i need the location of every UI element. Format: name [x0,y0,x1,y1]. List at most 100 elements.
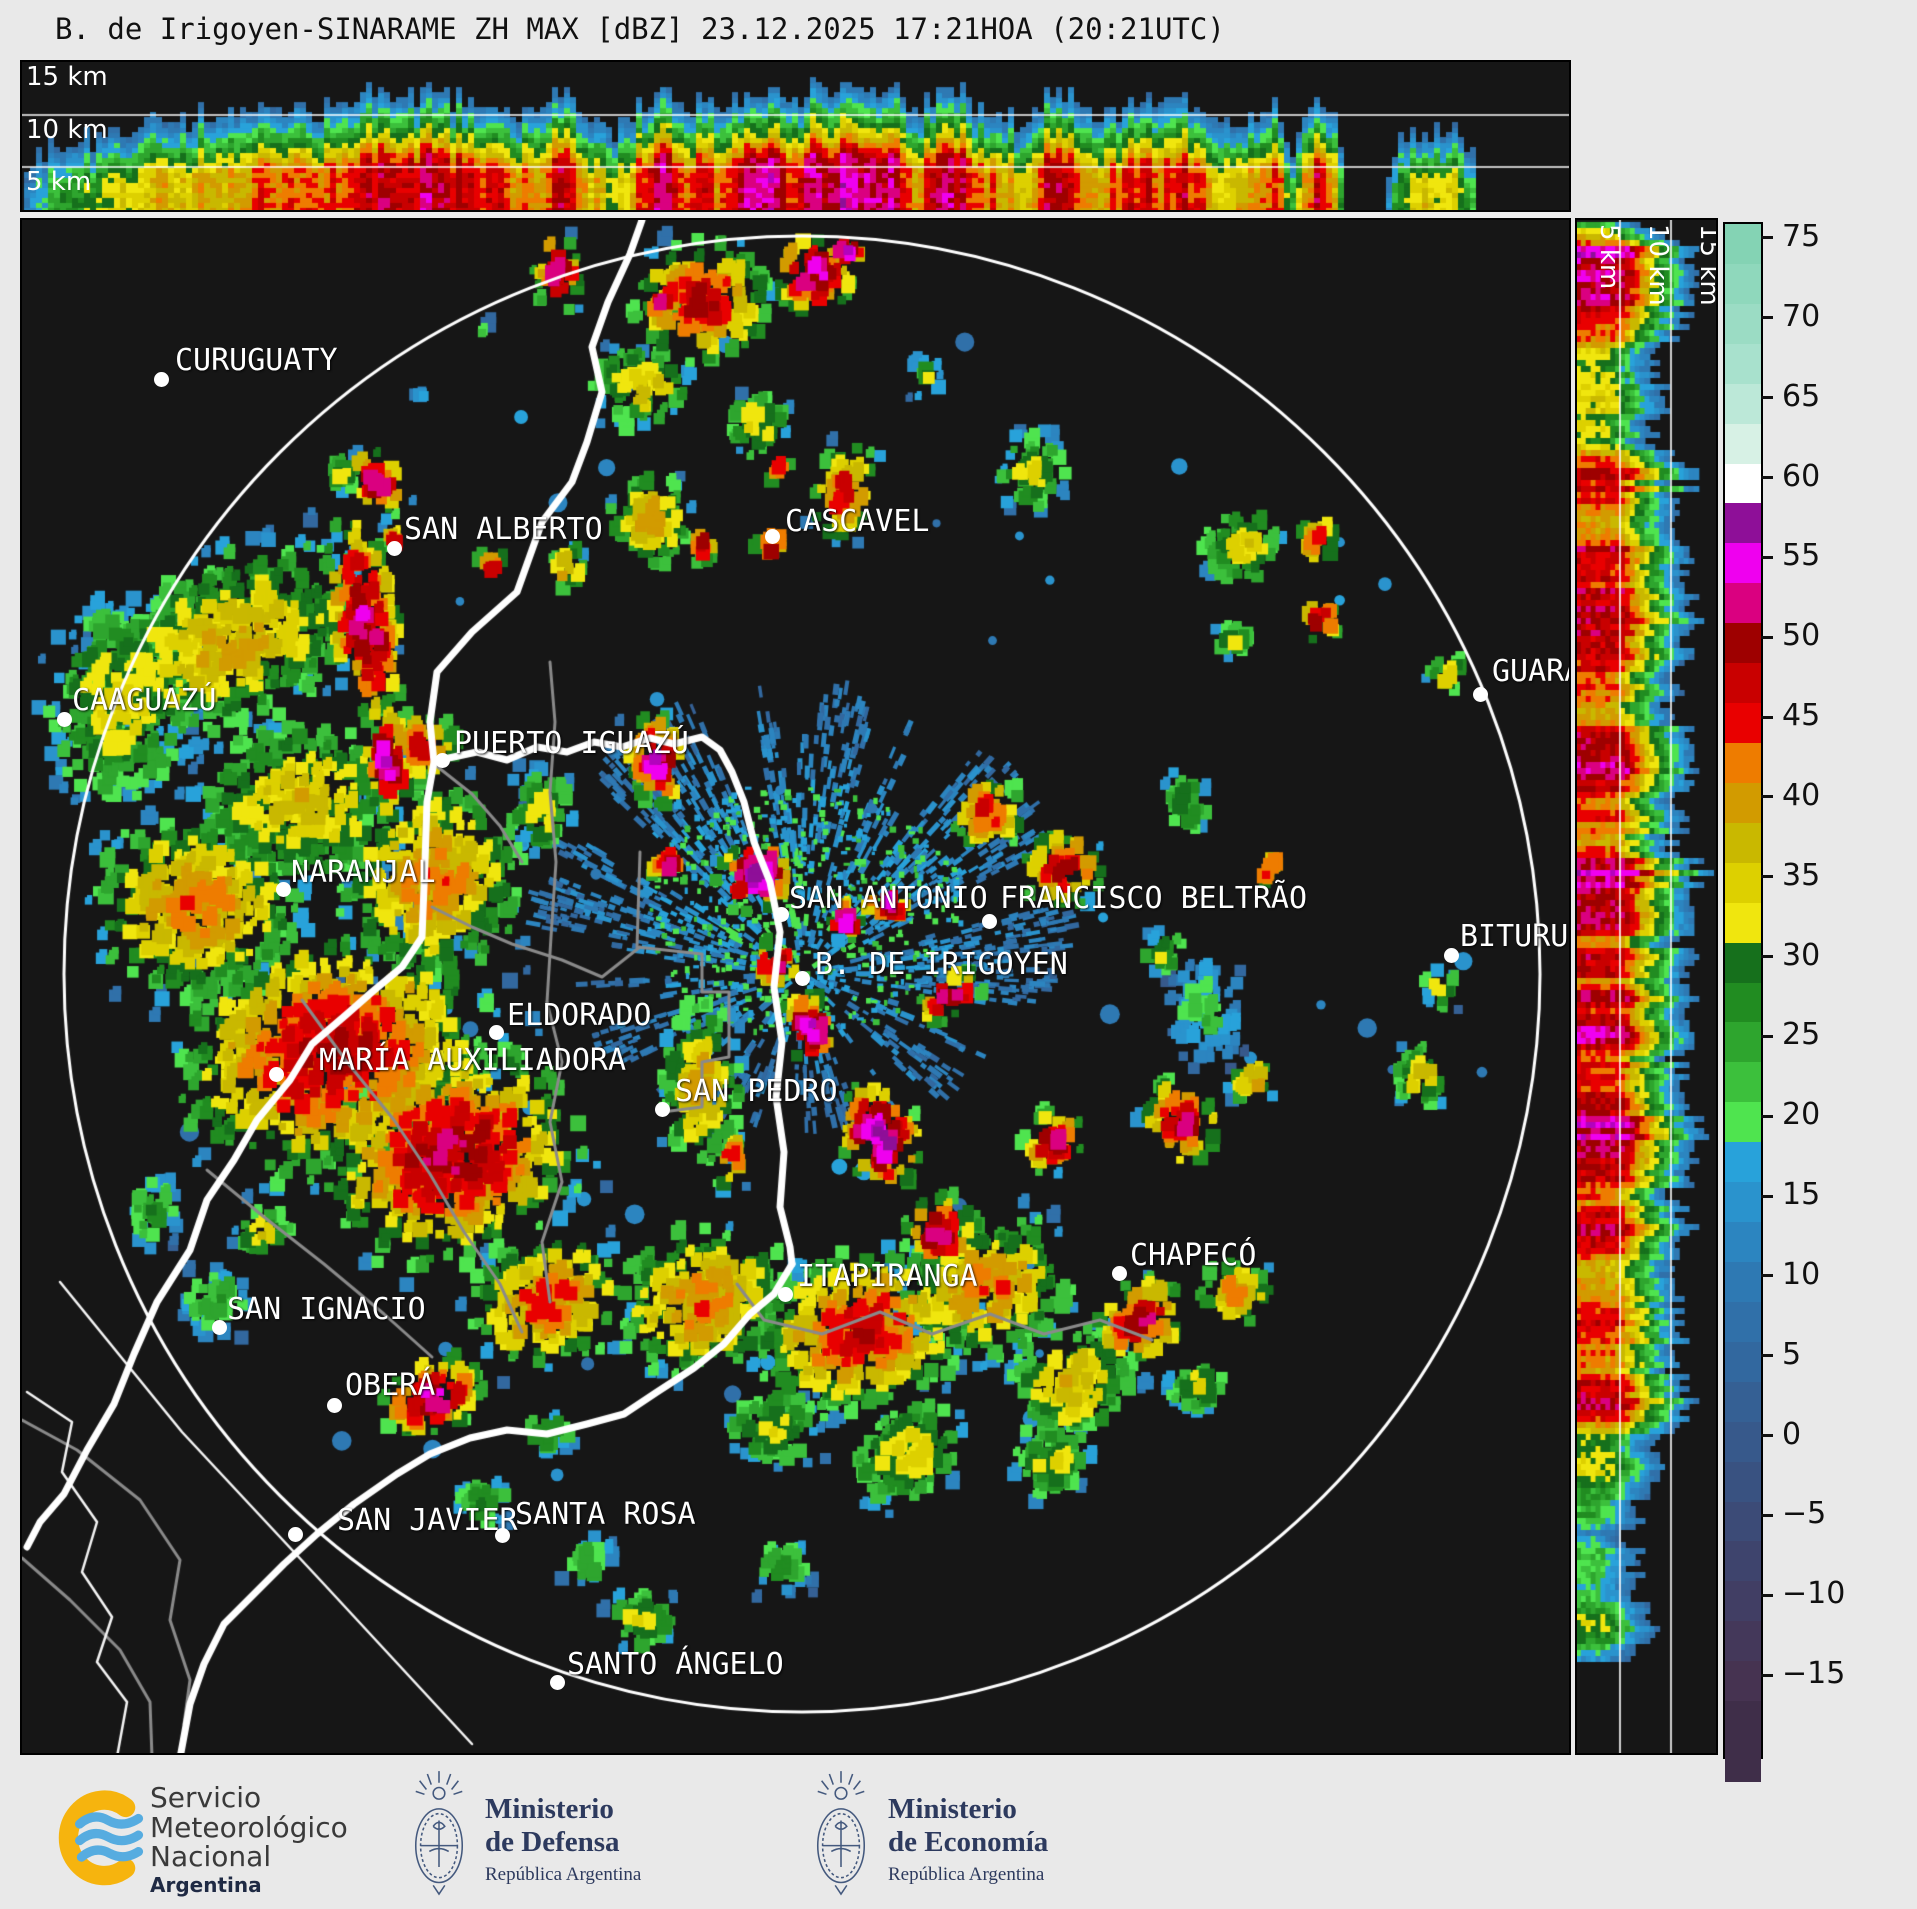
city-label: SAN ALBERTO [404,512,603,547]
altitude-label-5km-right: 5 km [1594,224,1624,290]
city-label: GUARAN [1492,654,1569,689]
city-label: PUERTO IGUAZÚ [454,726,689,761]
colorbar-band [1725,1261,1761,1303]
colorbar-tick-label: 65 [1782,378,1821,414]
colorbar-band [1725,1661,1761,1703]
cross-section-top-canvas [22,62,1569,210]
colorbar-band [1725,1182,1761,1224]
city-dot [57,712,72,727]
defensa-line2: de Defensa [485,1826,620,1859]
radar-map-canvas [22,220,1569,1753]
colorbar-band [1725,263,1761,305]
footer: Servicio Meteorológico Nacional Argentin… [0,1757,1917,1909]
economia-name: Ministerio de Economía República Argenti… [888,1793,1048,1886]
colorbar-band [1725,224,1761,265]
city-label: BITURUN [1460,919,1569,954]
colorbar-band [1725,1461,1761,1503]
smn-name-line3: Nacional [150,1840,272,1874]
colorbar-band [1725,543,1761,585]
colorbar-tick-label: 75 [1782,218,1821,254]
colorbar-band [1725,1341,1761,1383]
page-title: B. de Irigoyen-SINARAME ZH MAX [dBZ] 23.… [55,12,1225,46]
colorbar-tick-label: 10 [1782,1256,1821,1292]
city-dot [655,1102,670,1117]
smn-logo-icon [58,1790,144,1886]
colorbar-tick-label: 20 [1782,1097,1821,1133]
colorbar-tick-label: 5 [1782,1336,1802,1372]
colorbar-band [1725,503,1761,545]
colorbar-band [1725,463,1761,505]
city-label: CHAPECÓ [1130,1238,1257,1273]
colorbar-band [1725,982,1761,1024]
colorbar-band [1725,663,1761,705]
colorbar-tick-label: 25 [1782,1017,1821,1053]
city-label: SAN PEDRO [675,1074,838,1109]
city-label: ITAPIRANGA [797,1259,978,1294]
city-dot [1444,948,1459,963]
defensa-coat-of-arms-icon [414,1771,464,1896]
colorbar-tick-label: −5 [1782,1496,1827,1532]
colorbar-band [1725,822,1761,864]
colorbar-tick [1761,1114,1773,1118]
colorbar-band [1725,623,1761,665]
colorbar-band [1725,942,1761,984]
colorbar-band [1725,703,1761,744]
city-dot [288,1527,303,1542]
altitude-label-10km-right: 10 km [1643,224,1673,306]
city-label: SAN IGNACIO [227,1292,426,1327]
colorbar-tick-label: 40 [1782,777,1821,813]
city-label: SAN ANTONIO [789,881,988,916]
city-label: B. DE IRIGOYEN [815,947,1068,982]
city-label: CURUGUATY [175,343,338,378]
defensa-sub: República Argentina [485,1863,642,1885]
dbz-colorbar [1723,222,1763,1782]
colorbar-band [1725,1062,1761,1104]
radar-map-panel: CURUGUATY SAN ALBERTO CASCAVEL CAAGUAZÚ PUER… [20,218,1571,1755]
colorbar-tick [1761,1034,1773,1038]
colorbar-tick [1761,635,1773,639]
city-dot [327,1398,342,1413]
colorbar-tick [1761,396,1773,400]
economia-sub: República Argentina [888,1863,1045,1885]
cross-section-top-panel: 15 km 10 km 5 km [20,60,1571,212]
colorbar-tick [1761,1513,1773,1517]
city-dot [778,1287,793,1302]
colorbar-band [1725,1581,1761,1623]
colorbar-band [1725,902,1761,944]
defensa-line1: Ministerio [485,1793,614,1825]
smn-name-line2: Meteorológico [150,1810,348,1844]
city-dot [1473,687,1488,702]
city-dot [269,1067,284,1082]
city-dot [765,529,780,544]
colorbar-band [1725,383,1761,425]
economia-line1: Ministerio [888,1793,1017,1825]
colorbar-band [1725,1022,1761,1064]
colorbar-band [1725,782,1761,824]
colorbar-tick [1761,1593,1773,1597]
cross-section-right-panel: 5 km 10 km 15 km [1575,218,1718,1755]
city-dot [387,541,402,556]
smn-name-line1: Servicio [150,1781,262,1814]
altitude-label-15km: 15 km [26,62,108,92]
colorbar-band [1725,1381,1761,1423]
colorbar-tick-label: −15 [1782,1656,1846,1692]
colorbar-band [1725,862,1761,904]
city-label: FRANCISCO BELTRÃO [1000,881,1308,916]
economia-line2: de Economía [888,1826,1049,1859]
colorbar-band [1725,1301,1761,1343]
colorbar-tick-label: 55 [1782,538,1821,574]
colorbar-tick [1761,316,1773,320]
colorbar-band [1725,583,1761,625]
colorbar-tick [1761,1673,1773,1677]
city-label: CAAGUAZÚ [72,683,217,718]
colorbar-tick-label: 30 [1782,937,1821,973]
colorbar-band [1725,1142,1761,1184]
city-label: SANTA ROSA [515,1497,696,1532]
colorbar-tick-label: 50 [1782,618,1821,654]
colorbar-band [1725,1421,1761,1463]
city-label: CASCAVEL [785,504,930,539]
colorbar-tick-label: 35 [1782,857,1821,893]
smn-country: Argentina [150,1873,262,1898]
colorbar-tick [1761,1194,1773,1198]
